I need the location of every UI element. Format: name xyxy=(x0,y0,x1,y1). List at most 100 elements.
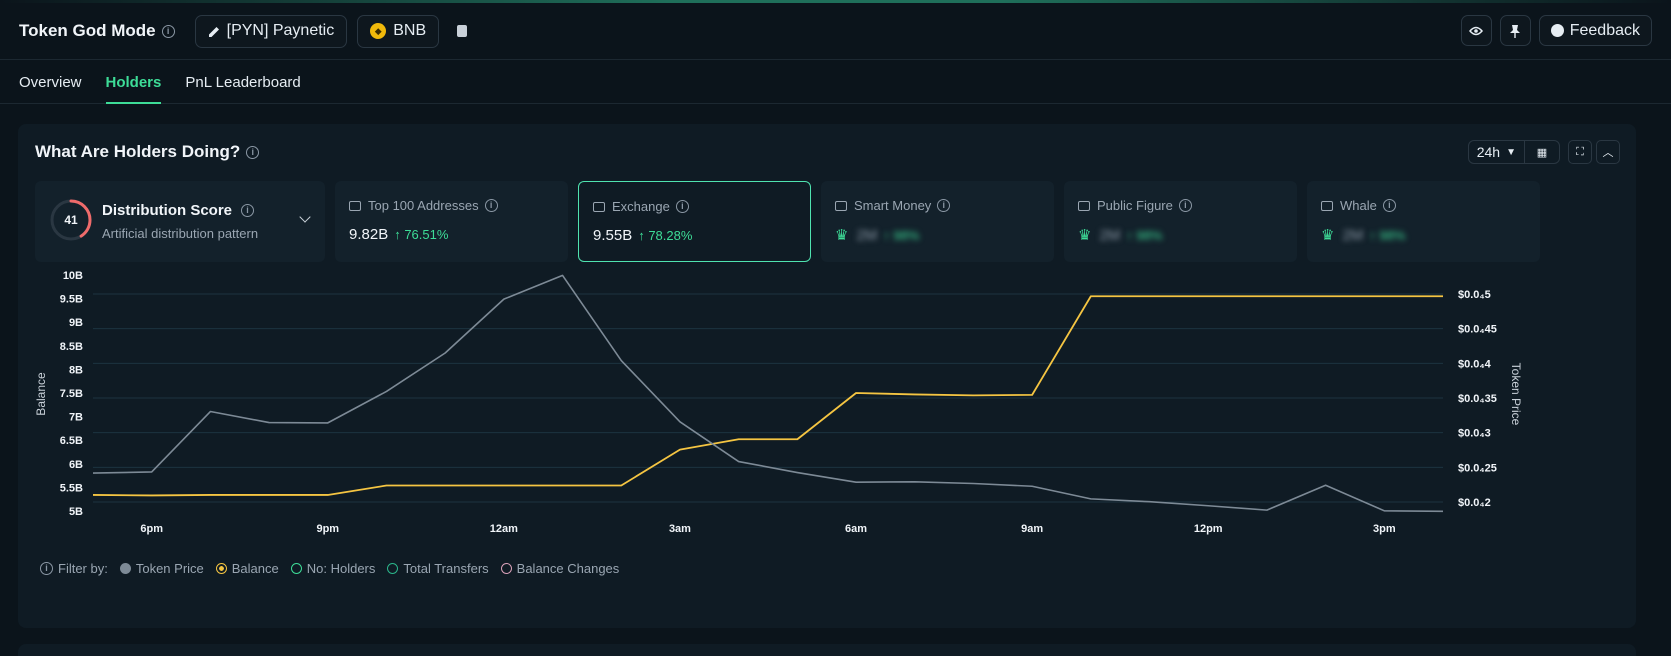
chat-bubble-icon xyxy=(1550,24,1564,37)
public-figure-card[interactable]: Public Figure i ♛ 2M ↑ 98% xyxy=(1064,181,1297,262)
token-selector-button[interactable]: [PYN] Paynetic xyxy=(194,14,348,48)
calendar-icon: ▦ xyxy=(1536,146,1548,159)
score-subtitle: Artificial distribution pattern xyxy=(102,226,259,241)
y-tick-label: 8.5B xyxy=(60,341,83,353)
whale-card[interactable]: Whale i ♛ 2M ↑ 98% xyxy=(1307,181,1540,262)
card-label: Whale i xyxy=(1321,198,1396,213)
legend-dot-icon xyxy=(387,563,399,574)
info-icon[interactable]: i xyxy=(484,199,498,212)
top-100-addresses-icon xyxy=(349,200,361,211)
filter-balance[interactable]: Balance xyxy=(215,561,279,576)
x-tick-label: 12pm xyxy=(1194,523,1223,535)
chevron-up-icon: ︿ xyxy=(1602,147,1614,159)
collapse-button[interactable]: ︿ xyxy=(1596,140,1620,164)
smart-money-icon xyxy=(835,200,847,211)
app-title: Token God Mode xyxy=(19,21,156,40)
card-change: ↑ 98% xyxy=(1369,227,1406,243)
caret-down-icon: ▼ xyxy=(1506,146,1516,158)
smart-money-card[interactable]: Smart Money i ♛ 2M ↑ 98% xyxy=(821,181,1054,262)
exchange-icon xyxy=(593,201,605,212)
timeframe-value: 24h xyxy=(1476,144,1501,160)
y-axis-title: Balance xyxy=(34,372,48,416)
distribution-score-card[interactable]: 41 Distribution Score i Artificial distr… xyxy=(35,181,325,262)
filter-label-text: No: Holders xyxy=(306,561,376,576)
card-change: ↑ 98% xyxy=(883,227,920,243)
card-value: 9.55B ↑ 78.28% xyxy=(593,227,692,244)
card-label-text: Whale xyxy=(1340,198,1377,213)
timeframe-selector[interactable]: 24h ▼ ▦ xyxy=(1467,140,1560,164)
x-tick-label: 6pm xyxy=(140,523,163,535)
x-tick-label: 3pm xyxy=(1373,523,1396,535)
card-change: ↑ 78.28% xyxy=(638,228,693,243)
top-100-addresses-card[interactable]: Top 100 Addresses i 9.82B ↑ 76.51% xyxy=(335,181,568,262)
filter-balance-changes[interactable]: Balance Changes xyxy=(500,561,619,576)
card-label-text: Smart Money xyxy=(854,198,932,213)
timeframe-dropdown[interactable]: 24h ▼ xyxy=(1469,141,1525,163)
crown-icon: ♛ xyxy=(835,227,849,244)
pin-button[interactable] xyxy=(1499,15,1531,46)
chain-name: BNB xyxy=(393,22,427,39)
filter-token-price[interactable]: Token Price xyxy=(119,561,204,576)
holder-category-cards: 41 Distribution Score i Artificial distr… xyxy=(35,181,1540,262)
expand-button[interactable]: ⛶ xyxy=(1568,140,1592,164)
y2-tick-label: $0.0₄3 xyxy=(1458,428,1491,440)
copy-icon[interactable] xyxy=(457,25,468,37)
holders-chart: $0.0₄2 $0.0₄25 $0.0₄3 $0.0₄35 $0.0₄4 $0.0₄45 $… xyxy=(34,270,1523,535)
holders-panel: What Are Holders Doing? i 24h ▼ ▦ ⛶ ︿ 41… xyxy=(18,124,1636,628)
tab-overview[interactable]: Overview xyxy=(19,73,82,91)
score-value: 41 xyxy=(64,213,78,227)
bnb-logo-icon: ◆ xyxy=(370,23,387,39)
filter-label-text: Token Price xyxy=(135,561,204,576)
info-icon[interactable]: i xyxy=(246,145,260,159)
legend-dot-icon xyxy=(500,563,512,574)
y-tick-label: 6B xyxy=(69,459,83,471)
y2-tick-label: $0.0₄35 xyxy=(1458,393,1497,405)
pencil-icon xyxy=(208,26,219,37)
app-header: Token God Mode i [PYN] Paynetic ◆ BNB Fe… xyxy=(0,3,1671,60)
y-tick-label: 5B xyxy=(69,506,83,518)
filter-label-text: Total Transfers xyxy=(403,561,489,576)
calendar-button[interactable]: ▦ xyxy=(1525,141,1559,163)
tab-holders[interactable]: Holders xyxy=(105,60,161,104)
info-icon[interactable]: i xyxy=(1178,199,1192,212)
expand-icon: ⛶ xyxy=(1576,145,1584,158)
filter-label: Filter by: xyxy=(58,561,108,576)
top-accent-line xyxy=(0,0,1671,3)
card-value-text: 9.55B xyxy=(593,227,633,244)
feedback-button[interactable]: Feedback xyxy=(1538,15,1652,46)
y-tick-label: 9B xyxy=(69,317,83,329)
y2-tick-label: $0.0₄5 xyxy=(1458,289,1491,301)
x-tick-label: 6am xyxy=(845,523,867,535)
legend-dot-icon xyxy=(215,563,227,574)
card-value-text: 2M xyxy=(1342,226,1364,244)
y2-tick-label: $0.0₄45 xyxy=(1458,324,1497,336)
y-tick-label: 6.5B xyxy=(60,435,83,447)
tab-pnl-leaderboard[interactable]: PnL Leaderboard xyxy=(185,73,301,91)
legend-dot-icon xyxy=(119,563,131,574)
y2-axis-title: Token Price xyxy=(1509,363,1523,426)
info-icon[interactable]: i xyxy=(675,200,689,213)
card-label-text: Exchange xyxy=(612,199,670,214)
card-value: ♛ 2M ↑ 98% xyxy=(1321,226,1406,245)
crown-icon: ♛ xyxy=(1321,227,1335,244)
exchange-card[interactable]: Exchange i 9.55B ↑ 78.28% xyxy=(578,181,811,262)
filter-total-transfers[interactable]: Total Transfers xyxy=(387,561,489,576)
feedback-label: Feedback xyxy=(1569,21,1640,39)
y2-tick-label: $0.0₄25 xyxy=(1458,462,1497,474)
info-icon[interactable]: i xyxy=(1382,199,1396,212)
tab-bar: Overview Holders PnL Leaderboard xyxy=(0,60,1671,104)
score-title-text: Distribution Score xyxy=(102,202,233,219)
score-title: Distribution Score i xyxy=(102,202,255,219)
info-icon[interactable]: i xyxy=(161,24,175,38)
filter-no-holders[interactable]: No: Holders xyxy=(290,561,376,576)
info-icon[interactable]: i xyxy=(241,204,255,217)
chain-selector-button[interactable]: ◆ BNB xyxy=(357,14,440,48)
x-tick-label: 9pm xyxy=(316,523,339,535)
card-label-text: Top 100 Addresses xyxy=(368,198,479,213)
info-icon[interactable]: i xyxy=(937,199,951,212)
watch-button[interactable] xyxy=(1460,15,1492,46)
x-tick-label: 9am xyxy=(1021,523,1043,535)
card-label: Smart Money i xyxy=(835,198,951,213)
legend-dot-icon xyxy=(290,563,302,574)
card-value: ♛ 2M ↑ 98% xyxy=(835,226,920,245)
